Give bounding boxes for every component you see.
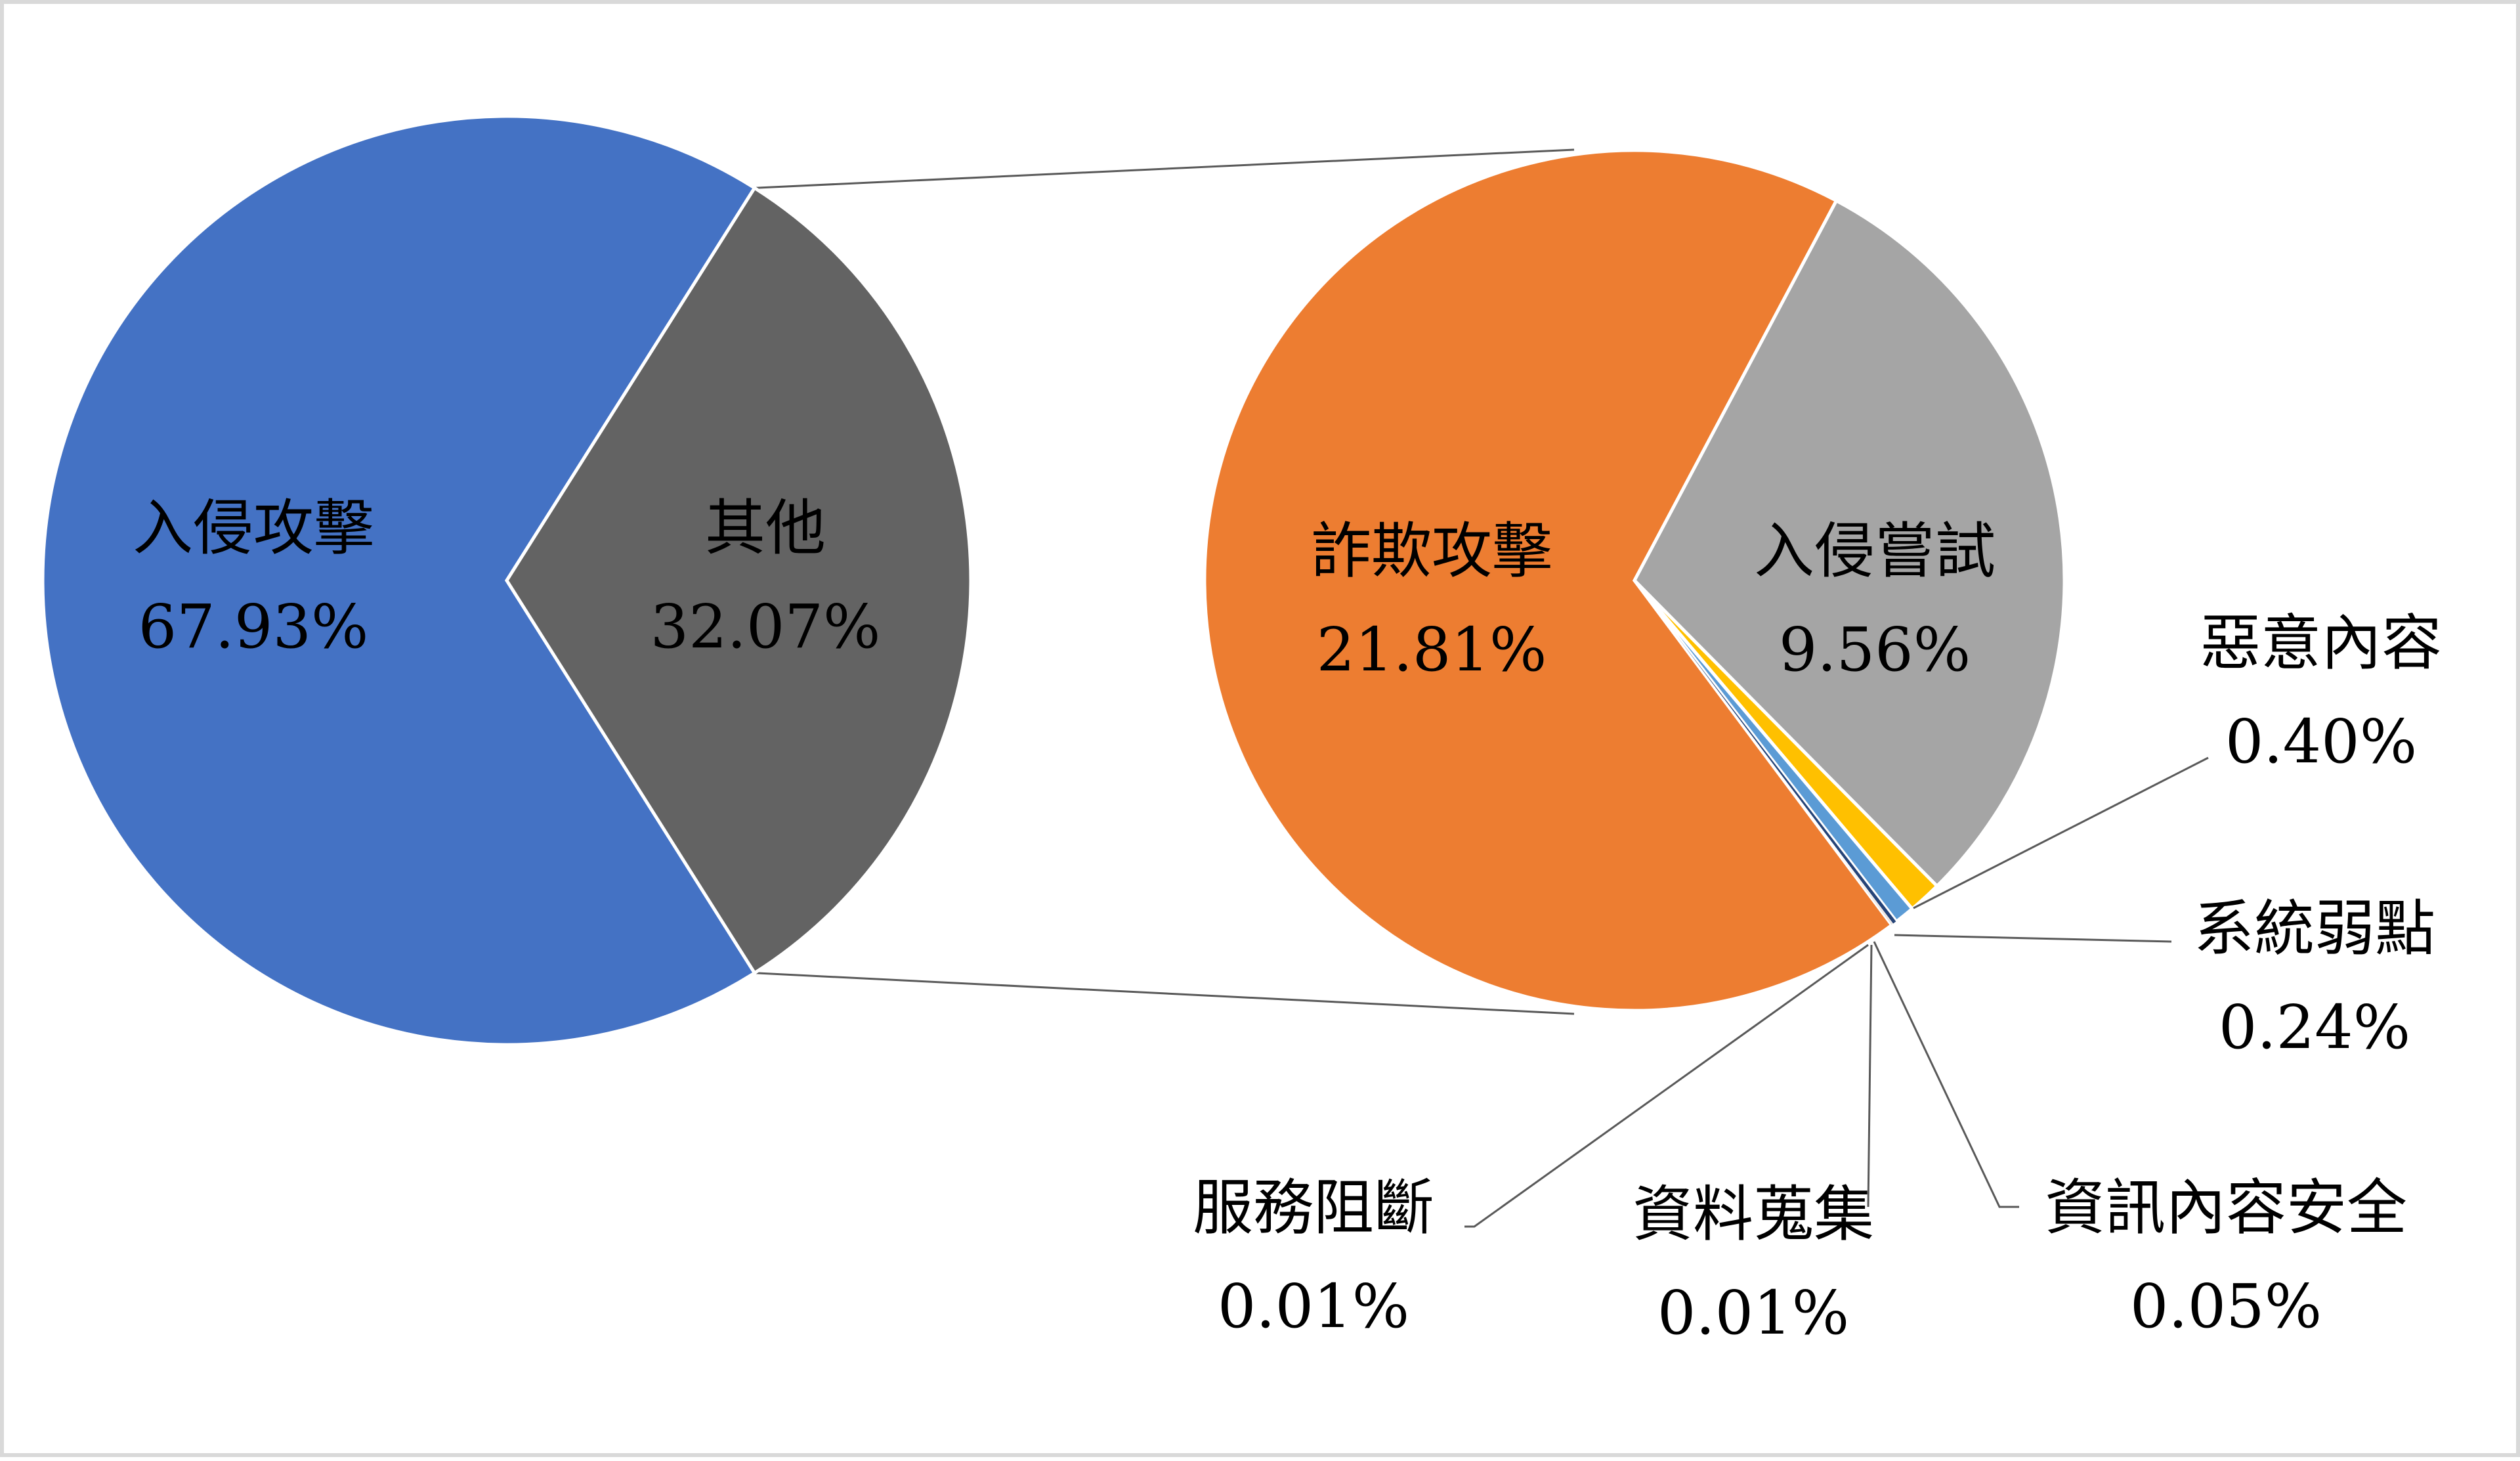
leader-line-2 xyxy=(1913,756,2209,909)
primary-label-value-0: 67.93% xyxy=(139,592,369,662)
primary-label-name-1: 其他 xyxy=(705,493,826,563)
leader-line-3 xyxy=(1894,934,2172,943)
secondary-label-name-1: 入侵嘗試 xyxy=(1754,516,1996,586)
data-labels: 入侵攻擊 67.93% 其他 32.07% 詐欺攻擊 21.81% 入侵嘗試 9.56% 惡意內… xyxy=(133,493,2442,1348)
primary-label-name-0: 入侵攻擊 xyxy=(133,493,374,563)
leader-line-4 xyxy=(1873,941,2019,1208)
secondary-label-name-6: 服務阻斷 xyxy=(1193,1173,1434,1243)
secondary-label-value-5: 0.01% xyxy=(1657,1278,1849,1348)
secondary-pie xyxy=(1203,148,2066,1013)
secondary-label-name-5: 資料蒐集 xyxy=(1633,1179,1874,1250)
secondary-slice-6 xyxy=(1634,580,1893,926)
secondary-label-name-2: 惡意內容 xyxy=(2200,608,2442,678)
secondary-label-value-3: 0.24% xyxy=(2219,992,2410,1062)
secondary-label-name-4: 資訊內容安全 xyxy=(2045,1173,2407,1243)
pie-of-pie-chart: 入侵攻擊 67.93% 其他 32.07% 詐欺攻擊 21.81% 入侵嘗試 9.56% 惡意內… xyxy=(41,114,2442,1348)
leader-line-6 xyxy=(1464,944,1869,1228)
secondary-label-value-1: 9.56% xyxy=(1779,615,1971,685)
primary-slice-1 xyxy=(505,185,973,976)
secondary-slice-1 xyxy=(1632,198,2066,888)
connector-lines xyxy=(754,148,1575,1015)
secondary-label-name-0: 詐欺攻擊 xyxy=(1311,516,1552,586)
secondary-label-value-6: 0.01% xyxy=(1218,1271,1409,1341)
secondary-label-value-2: 0.40% xyxy=(2225,707,2417,777)
secondary-label-value-4: 0.05% xyxy=(2130,1271,2322,1341)
connector-line-bottom xyxy=(754,972,1575,1015)
primary-slice-0 xyxy=(41,114,757,1047)
secondary-slice-0 xyxy=(1203,148,1894,1013)
leader-lines xyxy=(1464,756,2209,1228)
primary-pie xyxy=(41,114,973,1047)
primary-label-value-1: 32.07% xyxy=(651,592,881,662)
secondary-label-value-0: 21.81% xyxy=(1317,615,1547,685)
secondary-label-name-3: 系統弱點 xyxy=(2194,894,2435,964)
connector-line-top xyxy=(754,148,1575,189)
leader-line-5 xyxy=(1867,944,1873,1208)
